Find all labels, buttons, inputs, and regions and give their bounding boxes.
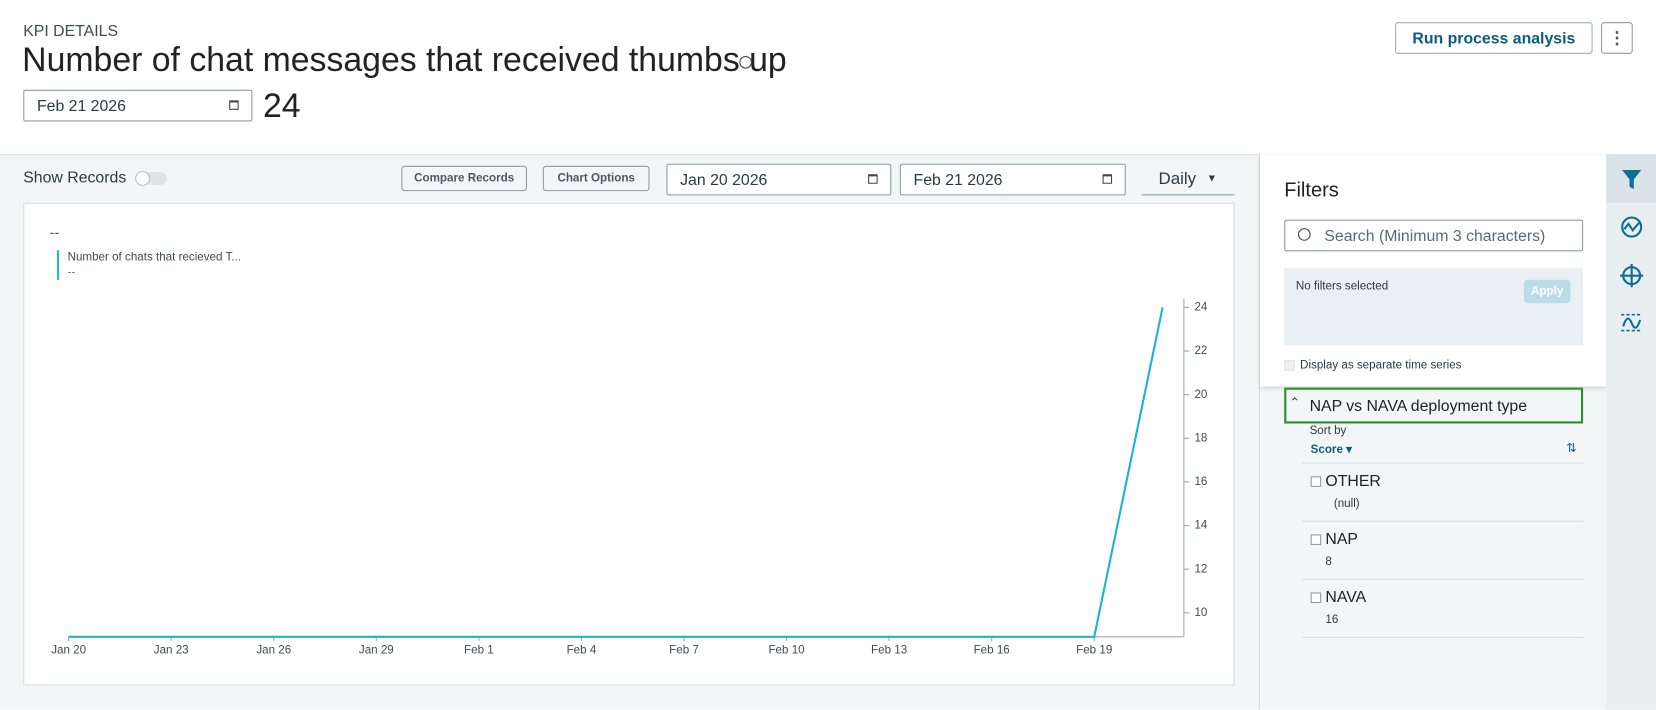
item-divider [1302,520,1584,522]
y-tick-label: 14 [1194,519,1207,532]
item-divider [1302,636,1584,638]
group-title: NAP vs NAVA deployment type [1309,396,1528,415]
x-tick-label: Jan 26 [256,644,291,657]
page-title: Number of chat messages that received th… [22,40,787,79]
compare-label: Compare Records [414,172,515,185]
y-tick-label: 22 [1194,344,1207,357]
status-text: No filters selected [1295,279,1389,293]
x-tick-label: Jan 20 [51,644,86,657]
start-text: Jan 20 2026 [680,170,768,189]
run-button[interactable]: Run process analysis [1395,22,1593,54]
chart: -- Number of chats that recieved T... -- 10… [50,225,1208,657]
options-button[interactable]: Chart Options [542,165,650,192]
y-tick-label: 16 [1194,475,1207,488]
collapse-icon: ⌃ [1289,394,1301,410]
sort-field[interactable]: Score ▾ [1310,443,1352,457]
options-label: Chart Options [557,172,635,185]
x-tick-label: Feb 13 [871,644,907,657]
sort-by-label: Sort by [1309,424,1347,438]
item-checkbox[interactable] [1310,592,1322,604]
item-checkbox[interactable] [1310,534,1322,545]
sort-field-text: Score [1310,443,1343,457]
trend-icon[interactable] [1621,216,1643,238]
interval-select[interactable]: Daily ▼ [1141,164,1235,196]
item-count: (null) [1333,497,1360,511]
date-picker[interactable]: Feb 21 2026 [23,89,253,122]
toggle[interactable] [135,171,167,186]
more-button[interactable]: ⋮ [1601,22,1633,54]
y-tick-label: 18 [1194,431,1207,444]
item-divider [1302,462,1584,464]
search-box[interactable]: Search (Minimum 3 characters) [1284,219,1584,252]
item-label: OTHER [1325,472,1381,491]
chart-card: -- Number of chats that recieved T... -- 10… [23,202,1235,686]
end-text: Feb 21 2026 [913,170,1003,189]
x-tick-label: Feb 4 [567,644,597,657]
start-date[interactable]: Jan 20 2026 [666,163,892,196]
sort-direction[interactable]: ⇅ [1566,440,1577,456]
icon-rail [1606,154,1656,710]
date-text: Feb 21 2026 [36,96,126,115]
separate-label: Display as separate time series [1300,359,1462,372]
x-tick-label: Feb 19 [1076,644,1112,657]
x-tick-label: Feb 16 [974,644,1010,657]
apply-button[interactable]: Apply [1523,279,1571,304]
item-divider [1302,578,1584,580]
x-tick-label: Feb 1 [464,644,494,657]
y-tick-label: 20 [1194,388,1207,401]
filter-icon[interactable] [1622,170,1642,190]
group-header[interactable]: NAP vs NAVA deployment type [1284,387,1584,424]
filters-title: Filters [1284,179,1339,202]
x-tick-label: Jan 23 [154,644,189,657]
apply-label: Apply [1531,285,1564,298]
x-tick-label: Jan 29 [359,644,394,657]
item-label: NAP [1325,530,1358,549]
separate-checkbox[interactable] [1284,360,1295,371]
item-count: 8 [1325,555,1332,569]
series-line [68,307,1164,638]
compare-button[interactable]: Compare Records [401,165,527,192]
x-tick-label: Feb 7 [669,644,699,657]
item-count: 16 [1325,613,1339,627]
divider [1258,154,1260,710]
end-date[interactable]: Feb 21 2026 [899,163,1126,196]
header [0,0,1656,156]
y-tick-label: 24 [1194,301,1207,314]
info-icon[interactable] [739,55,752,69]
eyebrow: KPI DETAILS [23,22,119,41]
interval-text: Daily [1158,169,1197,188]
item-checkbox[interactable] [1310,476,1322,487]
y-tick-label: 10 [1194,606,1207,619]
x-tick-label: Feb 10 [768,644,804,657]
summary-value: -- [50,225,60,241]
legend-value: -- [68,266,76,279]
threshold-icon[interactable] [1621,313,1643,332]
search-icon [1297,228,1311,241]
legend-label: Number of chats that recieved T... [68,251,241,264]
rail-icons [1620,170,1644,332]
y-tick-label: 12 [1194,562,1207,575]
search-placeholder: Search (Minimum 3 characters) [1324,226,1546,245]
item-label: NAVA [1325,588,1367,607]
kpi-value: 24 [262,86,301,125]
run-label: Run process analysis [1412,29,1576,47]
show-records-label: Show Records [23,168,127,187]
